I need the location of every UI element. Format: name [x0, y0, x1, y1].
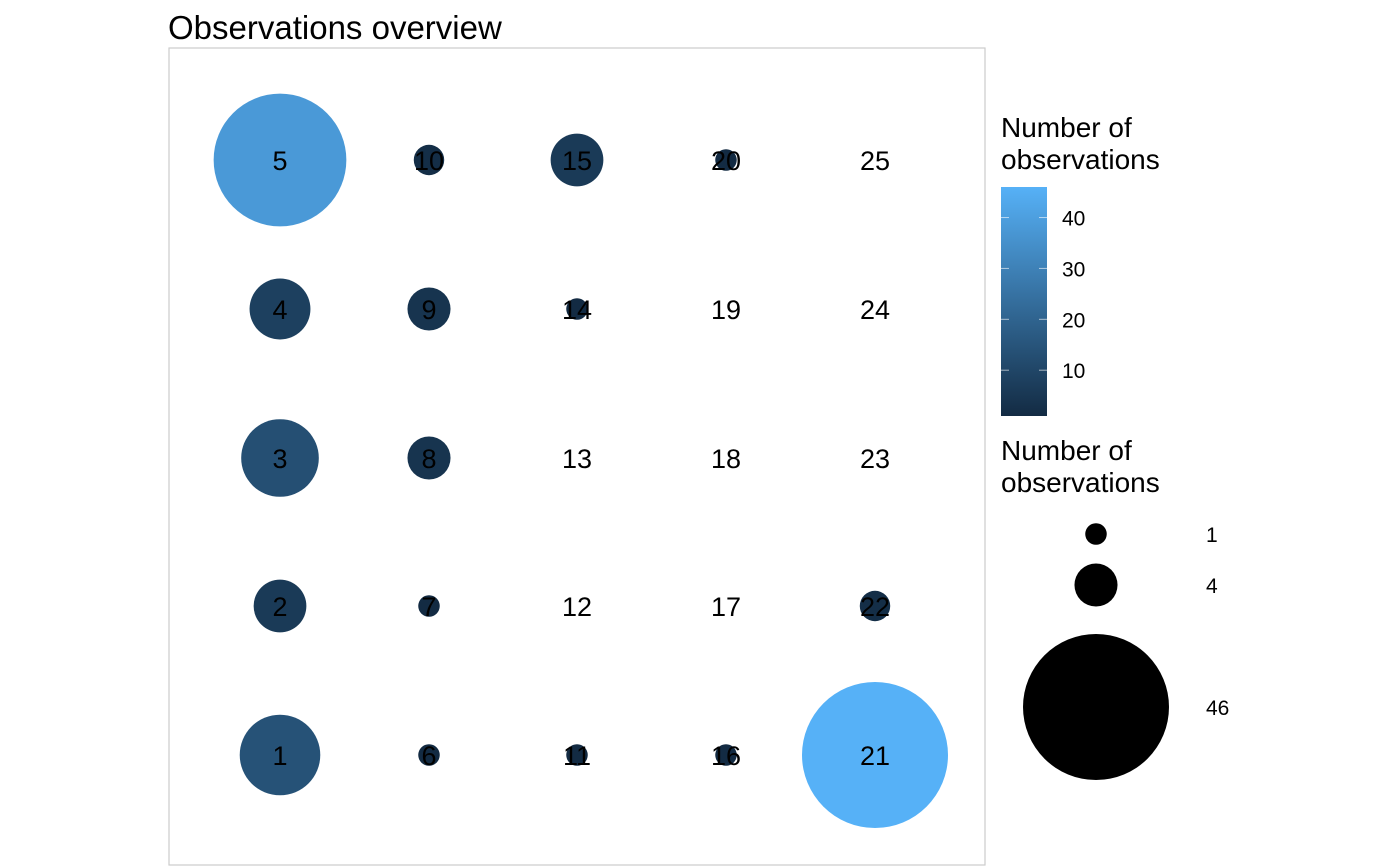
cell-label-5: 5 — [272, 146, 287, 176]
colorbar-tick-label-40: 40 — [1062, 208, 1085, 231]
colorbar-ticks: 10 20 30 40 — [1001, 208, 1085, 383]
cell-label-11: 11 — [563, 741, 591, 771]
cell-label-6: 6 — [421, 741, 436, 771]
point-cell-10 — [413, 144, 445, 176]
cell-label-3: 3 — [272, 444, 287, 474]
size-legend-title: Number of observations — [1001, 435, 1160, 499]
point-cell-8 — [407, 436, 451, 480]
cell-label-4: 4 — [272, 295, 287, 325]
cell-label-25: 25 — [860, 146, 890, 176]
size-key-46 — [1023, 634, 1169, 780]
colorbar-tick-label-30: 30 — [1062, 258, 1085, 281]
cell-label-23: 23 — [860, 444, 890, 474]
cell-label-10: 10 — [414, 146, 444, 176]
color-legend-title: Number of observations — [1001, 112, 1160, 176]
cell-label-21: 21 — [860, 741, 890, 771]
cell-label-12: 12 — [562, 592, 592, 622]
points-layer — [213, 93, 948, 828]
point-cell-15 — [550, 133, 604, 187]
point-cell-9 — [407, 287, 451, 331]
point-cell-21 — [802, 682, 948, 828]
cell-label-9: 9 — [421, 295, 436, 325]
cell-label-18: 18 — [711, 444, 741, 474]
cell-label-22: 22 — [860, 592, 890, 622]
colorbar — [1001, 187, 1047, 416]
size-key-4 — [1074, 563, 1118, 607]
point-cell-4 — [249, 278, 311, 340]
size-key-1 — [1085, 523, 1107, 545]
point-cell-11 — [566, 744, 588, 766]
cell-label-1: 1 — [272, 741, 287, 771]
cell-label-13: 13 — [562, 444, 592, 474]
size-legend: 1 4 46 — [1023, 523, 1229, 780]
cell-label-15: 15 — [562, 146, 592, 176]
cell-label-17: 17 — [711, 592, 741, 622]
point-cell-7 — [418, 595, 440, 617]
chart-title: Observations overview — [168, 9, 502, 46]
cell-label-19: 19 — [711, 295, 741, 325]
cell-label-14: 14 — [562, 295, 592, 325]
point-cell-1 — [239, 714, 321, 796]
size-legend-title-line-1: Number of — [1001, 435, 1132, 466]
point-cell-14 — [566, 298, 588, 320]
point-cell-2 — [253, 579, 307, 633]
colorbar-tick-label-10: 10 — [1062, 360, 1085, 383]
point-cell-3 — [241, 419, 319, 497]
color-legend: 10 20 30 40 — [1001, 187, 1085, 416]
size-key-label-1: 1 — [1206, 524, 1218, 547]
size-key-label-4: 4 — [1206, 575, 1218, 598]
point-cell-16 — [715, 744, 737, 766]
plot-panel-border — [168, 47, 986, 866]
cell-label-8: 8 — [421, 444, 436, 474]
size-key-label-46: 46 — [1206, 697, 1229, 720]
cell-label-16: 16 — [711, 741, 741, 771]
color-legend-title-line-2: observations — [1001, 144, 1160, 175]
point-cell-6 — [418, 744, 440, 766]
cell-label-7: 7 — [421, 592, 436, 622]
cell-label-2: 2 — [272, 592, 287, 622]
point-cell-22 — [859, 590, 891, 622]
cell-label-20: 20 — [711, 146, 741, 176]
point-cell-20 — [715, 149, 737, 171]
cell-labels-layer: 1234567891011121314151617181920212223242… — [272, 146, 890, 771]
cell-label-24: 24 — [860, 295, 890, 325]
point-cell-5 — [213, 93, 347, 227]
color-legend-title-line-1: Number of — [1001, 112, 1132, 143]
size-legend-title-line-2: observations — [1001, 467, 1160, 498]
colorbar-tick-label-20: 20 — [1062, 309, 1085, 332]
